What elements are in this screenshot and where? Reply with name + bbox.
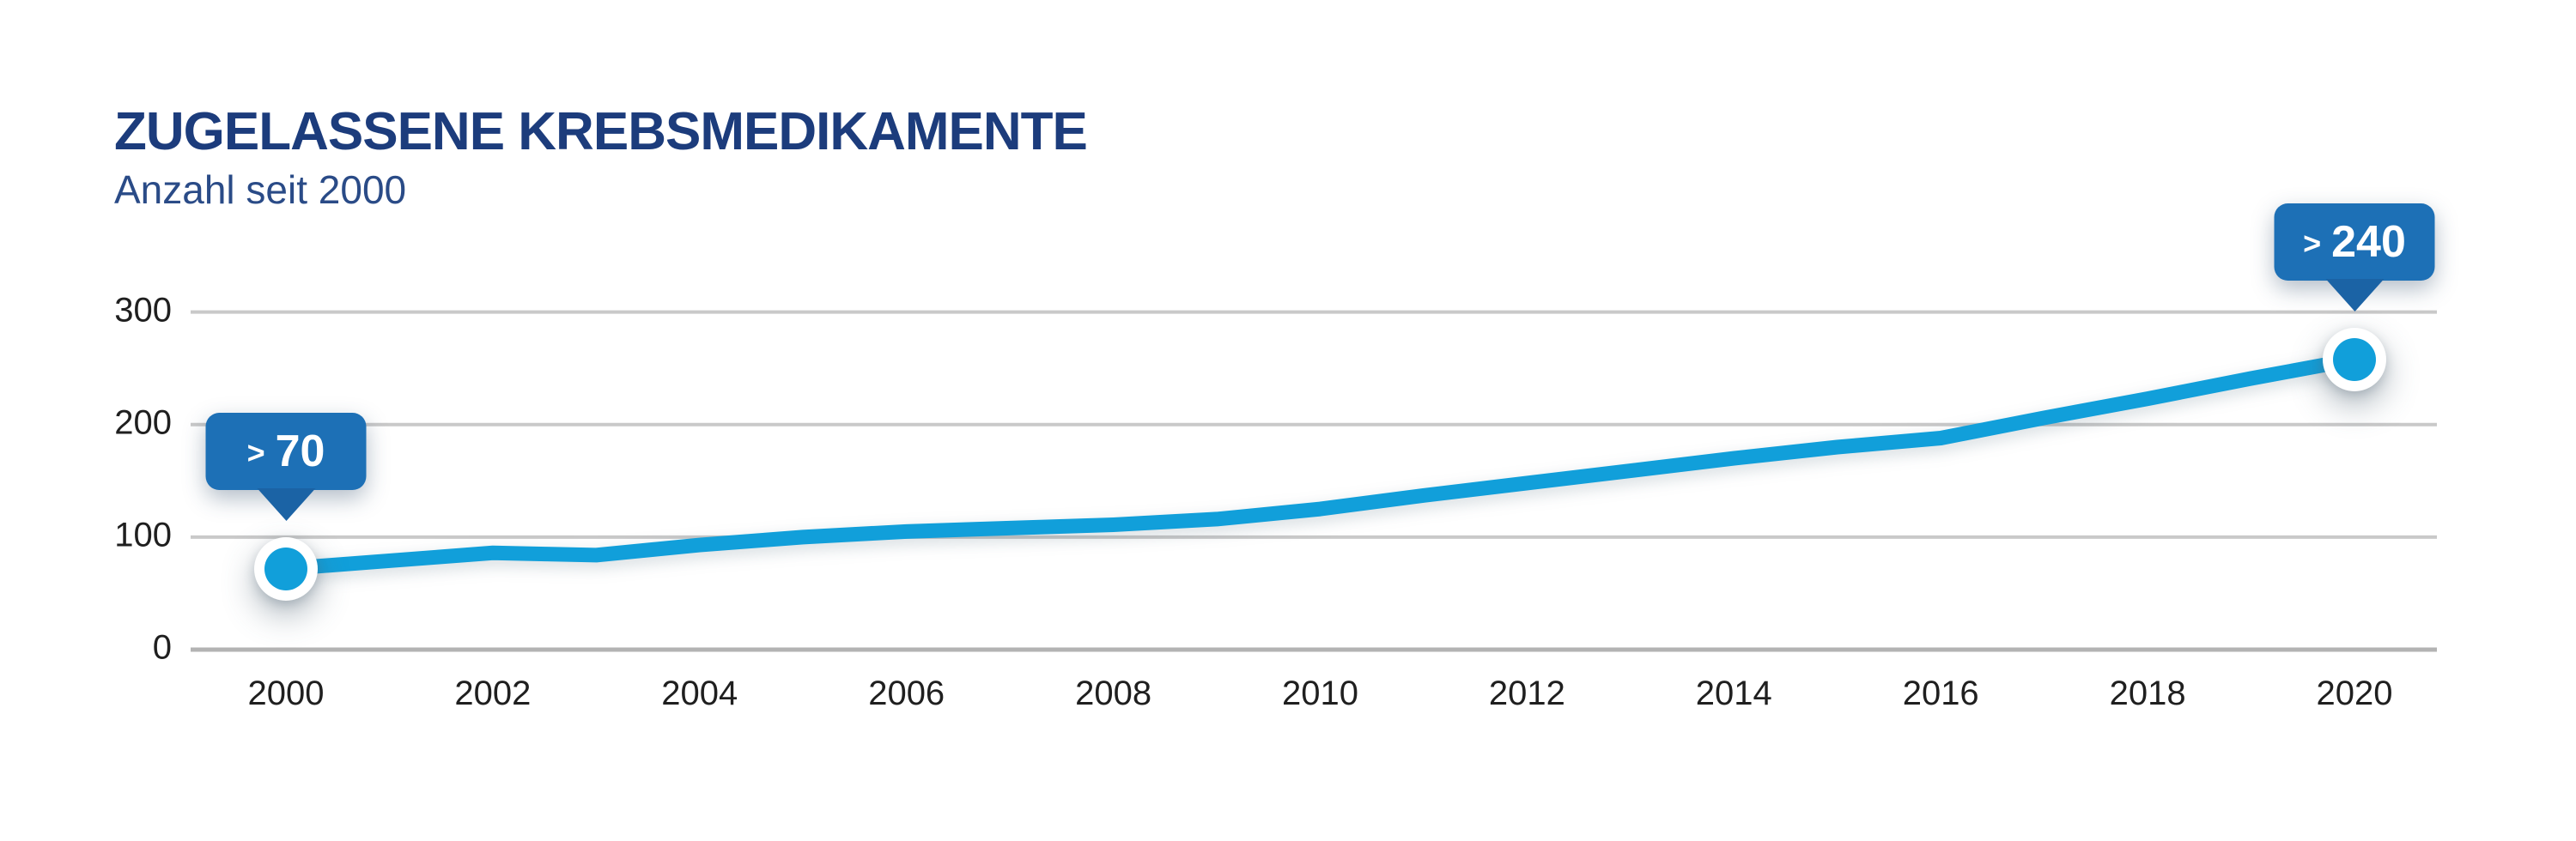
trend-line [278, 352, 2362, 577]
x-tick-label-2006: 2006 [868, 675, 945, 712]
y-tick-label-300: 300 [114, 291, 172, 330]
greater-than-icon: > [2303, 225, 2322, 261]
x-tick-label-2008: 2008 [1075, 675, 1152, 712]
x-tick-label-2018: 2018 [2109, 675, 2186, 712]
data-point-2020 [2323, 327, 2386, 391]
callout-value-2020: 240 [2331, 216, 2406, 267]
callout-badge-2020: > 240 [2274, 203, 2435, 312]
x-tick-label-2016: 2016 [1902, 675, 1979, 712]
y-tick-label-200: 200 [114, 403, 172, 442]
x-tick-label-2000: 2000 [247, 675, 325, 712]
data-point-dot [2333, 337, 2376, 381]
gridlines [191, 310, 2437, 652]
y-tick-label-100: 100 [114, 516, 172, 554]
x-tick-label-2010: 2010 [1282, 675, 1358, 712]
x-tick-label-2004: 2004 [661, 675, 738, 712]
data-point-dot [264, 547, 307, 590]
x-tick-label-2020: 2020 [2316, 675, 2393, 712]
chart-subtitle: Anzahl seit 2000 [114, 167, 407, 212]
badge-pointer [257, 487, 315, 521]
callout-value-2000: 70 [275, 426, 325, 476]
greater-than-icon: > [246, 434, 265, 470]
x-tick-label-2012: 2012 [1488, 675, 1565, 712]
y-tick-label-0: 0 [152, 628, 172, 667]
x-tick-label-2014: 2014 [1695, 675, 1772, 712]
chart-title: ZUGELASSENE KREBSMEDIKAMENTE [114, 102, 1088, 161]
callout-badge-2000: > 70 [205, 412, 367, 521]
badge-pointer [2325, 278, 2384, 312]
x-tick-label-2002: 2002 [454, 675, 532, 712]
data-point-2000 [254, 536, 318, 601]
